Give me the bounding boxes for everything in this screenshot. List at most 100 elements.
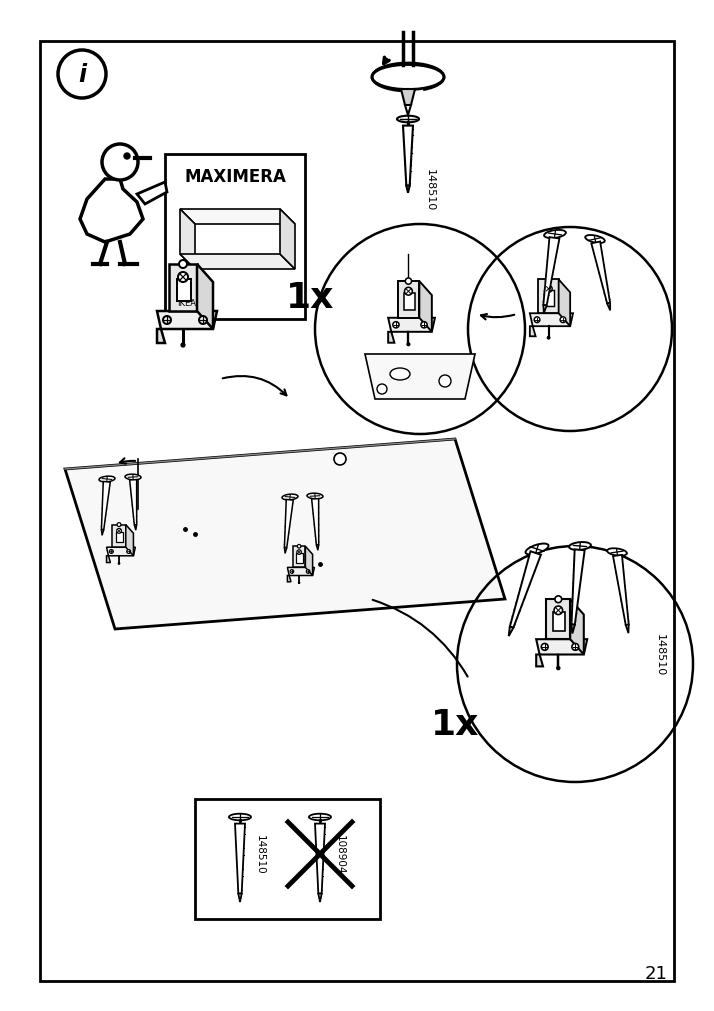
Circle shape: [199, 316, 207, 325]
Ellipse shape: [372, 66, 444, 90]
Circle shape: [545, 286, 552, 293]
Polygon shape: [388, 318, 435, 333]
Circle shape: [406, 279, 411, 285]
Ellipse shape: [526, 544, 548, 555]
Ellipse shape: [309, 814, 331, 821]
Circle shape: [102, 145, 138, 181]
Polygon shape: [543, 238, 559, 306]
Circle shape: [163, 316, 171, 325]
Polygon shape: [538, 280, 558, 314]
Circle shape: [126, 550, 131, 554]
Circle shape: [306, 570, 310, 573]
Circle shape: [377, 384, 387, 394]
Polygon shape: [157, 330, 165, 344]
Circle shape: [557, 666, 560, 670]
Circle shape: [297, 550, 301, 555]
Polygon shape: [180, 210, 195, 270]
Polygon shape: [591, 243, 610, 304]
Polygon shape: [134, 525, 136, 531]
Polygon shape: [318, 894, 322, 902]
Circle shape: [116, 529, 121, 534]
Polygon shape: [288, 568, 314, 576]
Polygon shape: [388, 333, 394, 344]
Ellipse shape: [307, 493, 323, 499]
Polygon shape: [406, 186, 410, 194]
Circle shape: [334, 454, 346, 465]
Bar: [544, 291, 554, 306]
Ellipse shape: [544, 231, 566, 239]
Circle shape: [547, 337, 550, 340]
Circle shape: [290, 570, 293, 573]
Polygon shape: [536, 655, 543, 666]
Polygon shape: [607, 303, 610, 311]
Polygon shape: [106, 548, 136, 556]
Circle shape: [541, 644, 548, 651]
Polygon shape: [238, 894, 241, 902]
Bar: [296, 553, 303, 563]
Circle shape: [118, 563, 120, 565]
Polygon shape: [106, 556, 111, 563]
Bar: [165, 155, 305, 319]
Circle shape: [555, 596, 562, 603]
Text: IKEA: IKEA: [177, 298, 196, 307]
Text: 108904: 108904: [335, 834, 345, 874]
Circle shape: [545, 277, 551, 283]
Polygon shape: [625, 625, 629, 634]
Polygon shape: [510, 552, 541, 628]
Polygon shape: [570, 600, 584, 655]
Polygon shape: [306, 547, 313, 576]
Text: 21: 21: [645, 964, 668, 982]
Polygon shape: [284, 548, 287, 554]
Text: 148510: 148510: [425, 169, 435, 211]
Circle shape: [179, 261, 187, 269]
Text: 148510: 148510: [655, 633, 665, 675]
Circle shape: [554, 607, 563, 615]
Ellipse shape: [99, 476, 115, 482]
Polygon shape: [112, 525, 126, 548]
Polygon shape: [546, 600, 570, 640]
Circle shape: [534, 317, 540, 324]
Polygon shape: [401, 90, 415, 106]
Polygon shape: [126, 525, 134, 556]
Ellipse shape: [390, 369, 410, 380]
Polygon shape: [80, 180, 143, 243]
Polygon shape: [197, 265, 213, 330]
Circle shape: [405, 288, 413, 296]
Polygon shape: [235, 824, 245, 894]
Polygon shape: [311, 499, 318, 545]
Polygon shape: [293, 547, 306, 568]
Polygon shape: [530, 327, 536, 337]
Circle shape: [421, 323, 427, 329]
Polygon shape: [419, 282, 432, 333]
Circle shape: [181, 344, 185, 348]
Text: i: i: [78, 63, 86, 87]
Polygon shape: [571, 550, 585, 625]
Circle shape: [407, 344, 410, 347]
Bar: [403, 293, 415, 310]
Polygon shape: [403, 126, 413, 186]
Circle shape: [109, 550, 114, 554]
Polygon shape: [558, 280, 570, 327]
Polygon shape: [137, 183, 167, 205]
Circle shape: [560, 317, 565, 324]
Polygon shape: [169, 265, 197, 311]
Polygon shape: [316, 545, 318, 551]
Polygon shape: [365, 355, 475, 399]
Ellipse shape: [125, 475, 141, 480]
Polygon shape: [571, 625, 575, 634]
Bar: [40, 42, 674, 981]
Polygon shape: [536, 640, 587, 655]
Circle shape: [297, 545, 301, 549]
Ellipse shape: [229, 814, 251, 821]
Circle shape: [393, 323, 399, 329]
Bar: [116, 532, 123, 543]
Circle shape: [117, 523, 121, 527]
Text: 1x: 1x: [431, 708, 479, 741]
Ellipse shape: [607, 549, 627, 556]
Polygon shape: [543, 305, 547, 314]
Polygon shape: [280, 210, 295, 270]
Polygon shape: [101, 482, 110, 530]
Polygon shape: [315, 824, 325, 894]
Polygon shape: [157, 311, 217, 330]
Bar: [553, 613, 565, 631]
